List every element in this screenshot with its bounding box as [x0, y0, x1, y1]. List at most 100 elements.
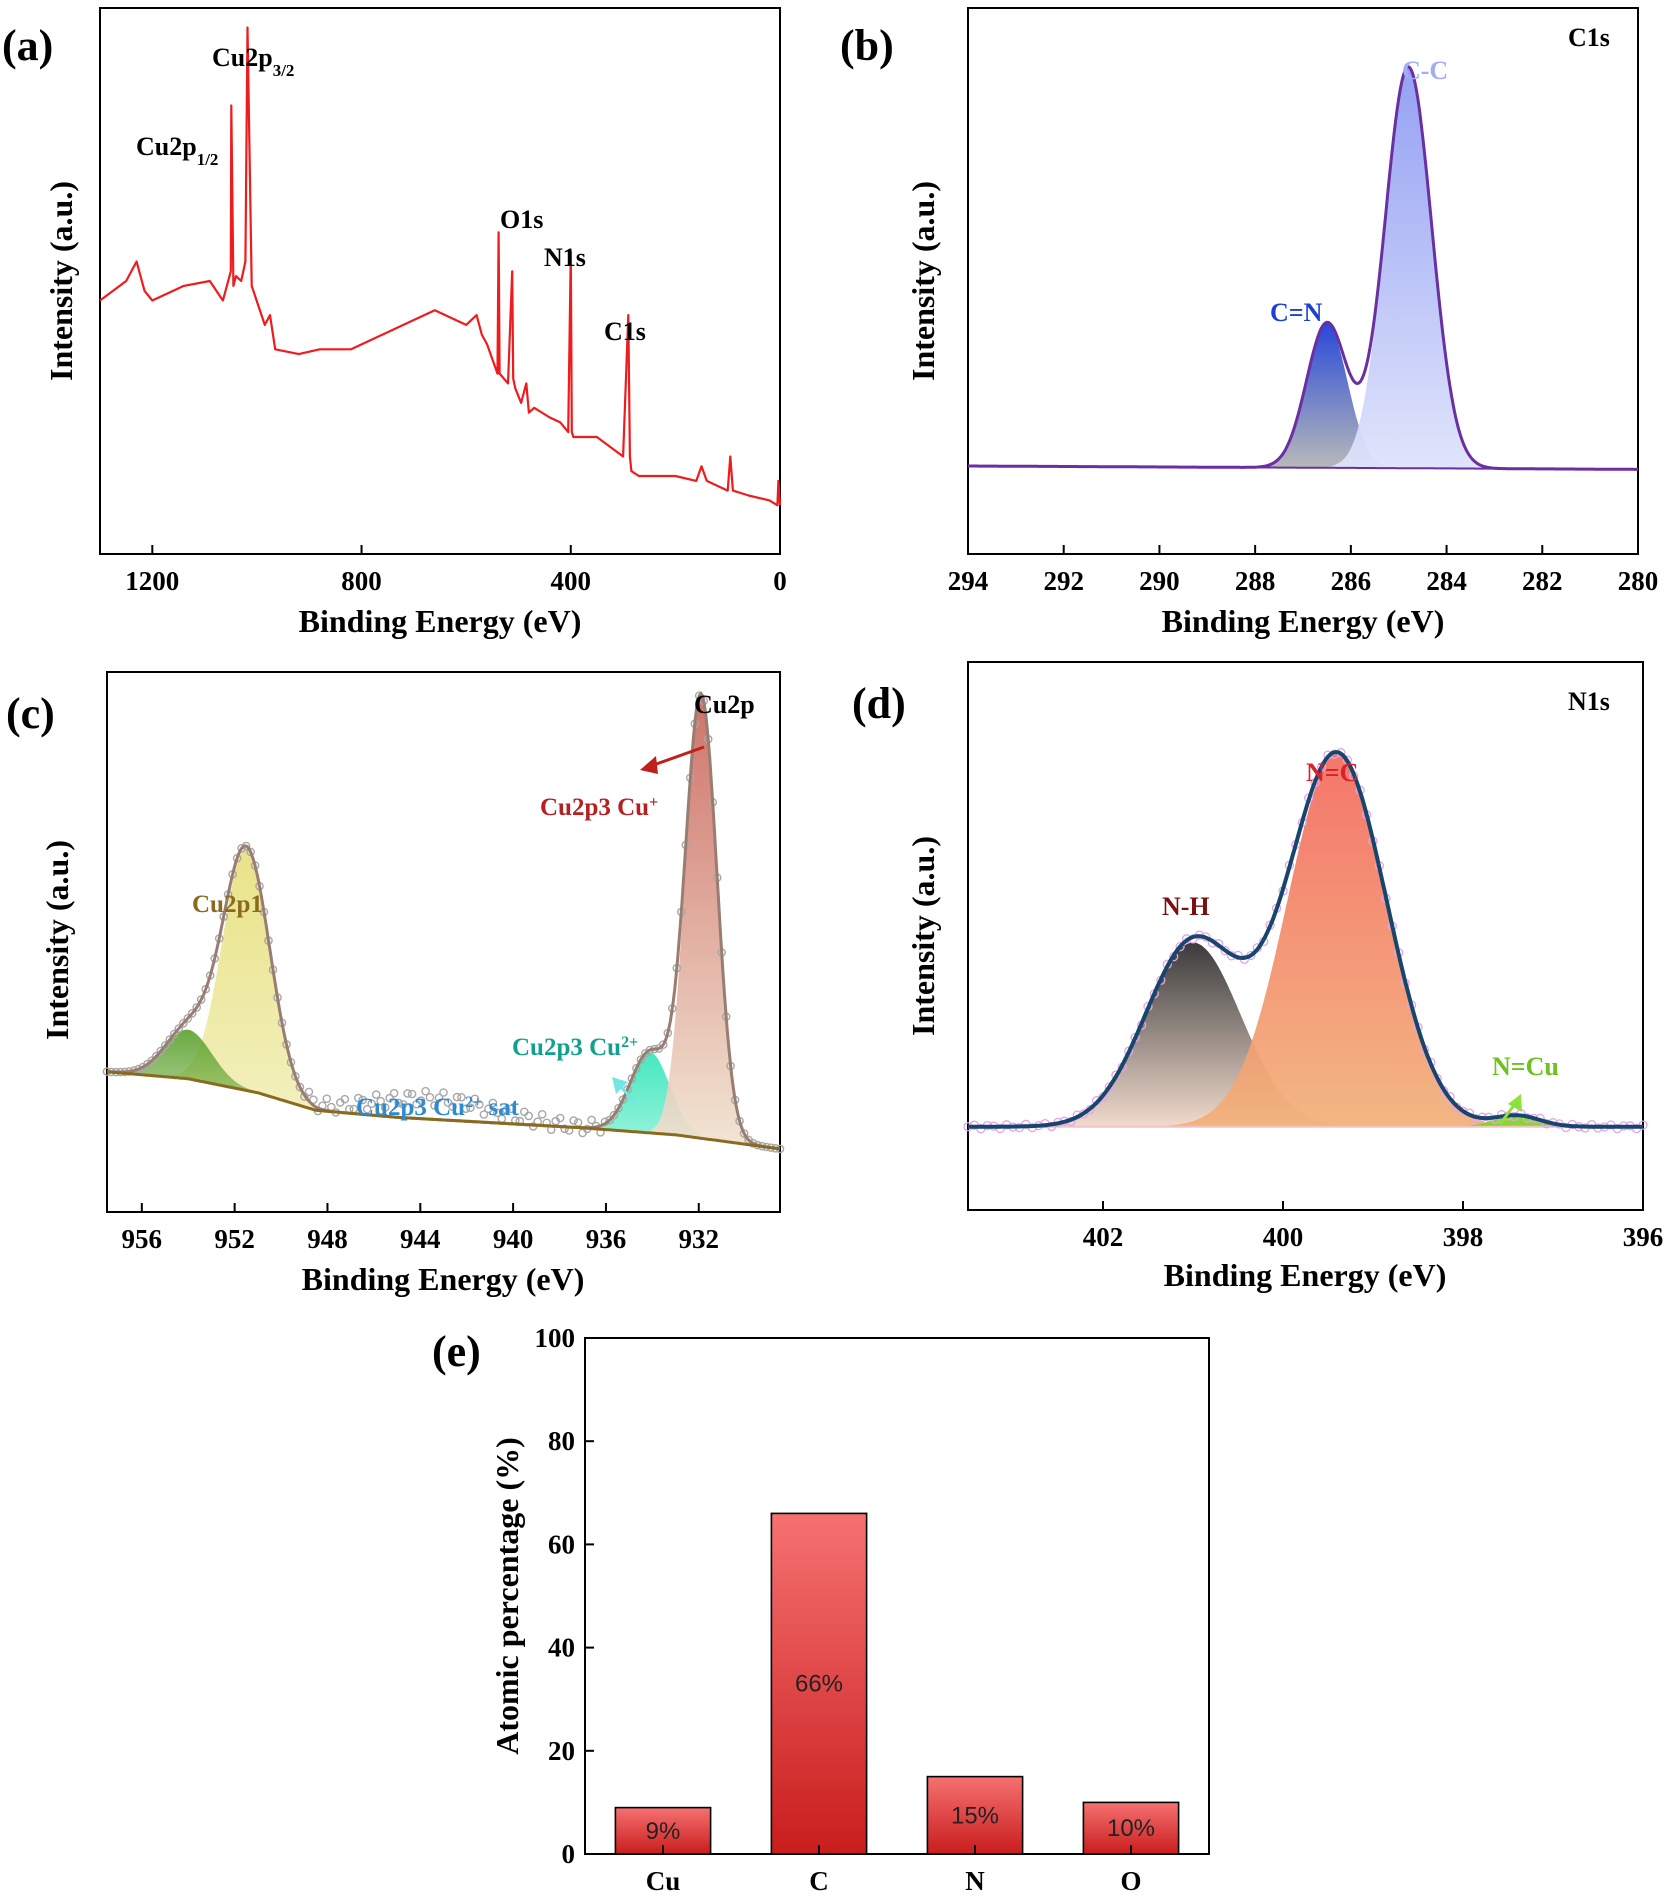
panel-a-ylabel: Intensity (a.u.) [43, 181, 79, 381]
cu2p-data-point [322, 1094, 332, 1103]
panel-a-xtick-label: 800 [341, 566, 382, 596]
panel-c-xtick-label: 932 [679, 1224, 720, 1254]
bar-value-Cu: 9% [646, 1818, 681, 1845]
cu2p-data-point [237, 844, 246, 853]
panel-c: (c) 956 952 948 944 940 936 932 Cu2p Cu2p1 Cu2… [6, 671, 785, 1297]
label-n1s: N1s [544, 243, 586, 272]
cu2p-data-point [187, 1009, 197, 1018]
panel-c-xlabel: Binding Energy (eV) [302, 1261, 585, 1297]
panel-b-xtick-label: 294 [948, 566, 989, 596]
cu2p-data-point [434, 1093, 444, 1103]
cu2p-data-point [362, 1104, 372, 1114]
cu2p-data-point [152, 1051, 161, 1061]
label-cu2p1: Cu2p1 [192, 891, 263, 918]
cu2p-data-point [555, 1113, 565, 1123]
panel-d-xlabel: Binding Energy (eV) [1164, 1257, 1447, 1293]
cu2p-data-point [569, 1116, 578, 1125]
label-c-c: C-C [1402, 56, 1448, 85]
cu2p-data-point [659, 1040, 668, 1049]
cu2p-baseline [106, 1070, 781, 1151]
cu2p-data-point [573, 1118, 583, 1127]
n1s-data-point [1104, 1082, 1115, 1092]
cu2p-data-point [461, 1104, 471, 1113]
panel-e-ytick-label: 100 [535, 1323, 576, 1353]
cu2p-data-point [587, 1115, 596, 1125]
cu2p-component-4 [630, 696, 772, 1148]
cu2p-data-point [479, 1110, 489, 1119]
cu2p-data-point [636, 1055, 646, 1064]
label-cu2p12: Cu2p1/2 [136, 132, 218, 169]
panel-c-ylabel: Intensity (a.u.) [39, 840, 75, 1040]
panel-e-ytick-label: 0 [562, 1839, 576, 1869]
cu2p-data-point [183, 1014, 193, 1023]
cu2p-data-point [385, 1093, 395, 1103]
panel-c-xtick-label: 956 [122, 1224, 163, 1254]
cu2p-data-point [367, 1099, 377, 1108]
c1s-component-C=N [1212, 323, 1442, 469]
panel-d-ylabel: Intensity (a.u.) [905, 836, 941, 1036]
n1s-envelope [968, 750, 1643, 1129]
cu2p-component-1 [140, 848, 353, 1114]
cu2p-data-point [376, 1096, 386, 1106]
panel-c-title: Cu2p [694, 690, 755, 719]
panel-b-xtick-label: 290 [1139, 566, 1180, 596]
panel-e-ytick-label: 60 [548, 1529, 575, 1559]
cu2p-data-point [421, 1086, 430, 1096]
panel-e-xtick-label: O [1120, 1866, 1141, 1896]
cu2p-data-point [488, 1098, 498, 1108]
bar-value-O: 10% [1107, 1815, 1155, 1842]
panel-c-frame [106, 671, 781, 1213]
survey-spectrum-line [99, 26, 782, 507]
cu2p-data-point [452, 1092, 462, 1102]
n1s-component-N=C [1091, 754, 1583, 1127]
cu2p-data-point [475, 1100, 484, 1109]
arrow-n-cu [1498, 1094, 1522, 1125]
cu2p-data-point [560, 1124, 569, 1134]
bar-value-N: 15% [951, 1802, 999, 1829]
panel-b-frame [967, 7, 1639, 555]
cu2p-data-point [416, 1096, 426, 1105]
panel-a: (a) 1200 800 400 0 Cu2p1/2 Cu2p3/2 O1s N1s … [2, 7, 787, 639]
panel-e-ytick-label: 80 [548, 1426, 575, 1456]
cu2p-data-point [492, 1108, 502, 1118]
panel-d-xtick-label: 398 [1443, 1222, 1484, 1252]
survey-peak-labels: Cu2p1/2 Cu2p3/2 O1s N1s C1s [136, 43, 646, 346]
panel-b-title: C1s [1568, 23, 1610, 52]
bar-value-C: 66% [795, 1671, 843, 1698]
cu2p-data-point [501, 1105, 511, 1115]
panel-c-xtick-label: 936 [586, 1224, 627, 1254]
cu2p-data-point [430, 1101, 439, 1110]
panel-b-xtick-label: 282 [1522, 566, 1563, 596]
cu2p-data-point [371, 1090, 381, 1099]
n1s-data-point [1175, 942, 1185, 952]
cu2p-data-point [524, 1111, 534, 1121]
panel-a-frame [99, 7, 781, 555]
cu2p-data-point [304, 1087, 314, 1097]
cu2p-data-point [537, 1110, 547, 1119]
panel-b-xlabel: Binding Energy (eV) [1162, 603, 1445, 639]
cu2p-data-point [196, 995, 206, 1004]
panel-d-title: N1s [1568, 687, 1610, 716]
panel-d-xtick-label: 396 [1623, 1222, 1664, 1252]
label-o1s: O1s [500, 205, 543, 234]
cu2p-data-point [353, 1093, 363, 1103]
arrow-cu-plus [640, 745, 705, 774]
panel-d-xtick-label: 400 [1263, 1222, 1304, 1252]
panel-c-xtick-label: 940 [493, 1224, 534, 1254]
panel-c-label: (c) [6, 689, 55, 738]
panel-e-label: (e) [432, 1327, 481, 1376]
panel-d-frame [967, 661, 1644, 1211]
panel-a-xtick-label: 0 [773, 566, 787, 596]
cu2p-data-point [389, 1088, 399, 1098]
panel-e-ytick-label: 20 [548, 1736, 575, 1766]
cu2p-data-point [380, 1103, 390, 1112]
c1s-baseline [968, 465, 1638, 471]
cu2p-data-point [605, 1115, 614, 1125]
cu2p-data-point [169, 1029, 179, 1039]
cu2p-data-point [425, 1093, 435, 1102]
cu2p-data-point [470, 1094, 480, 1104]
panel-d-label: (d) [852, 679, 906, 728]
panel-e: (e) 9% 66% 15% 10% Cu C N O 0 20 40 60 80 100 Atomic… [432, 1323, 1210, 1896]
panel-c-xtick-label: 944 [400, 1224, 441, 1254]
panel-c-xtick-label: 948 [307, 1224, 348, 1254]
